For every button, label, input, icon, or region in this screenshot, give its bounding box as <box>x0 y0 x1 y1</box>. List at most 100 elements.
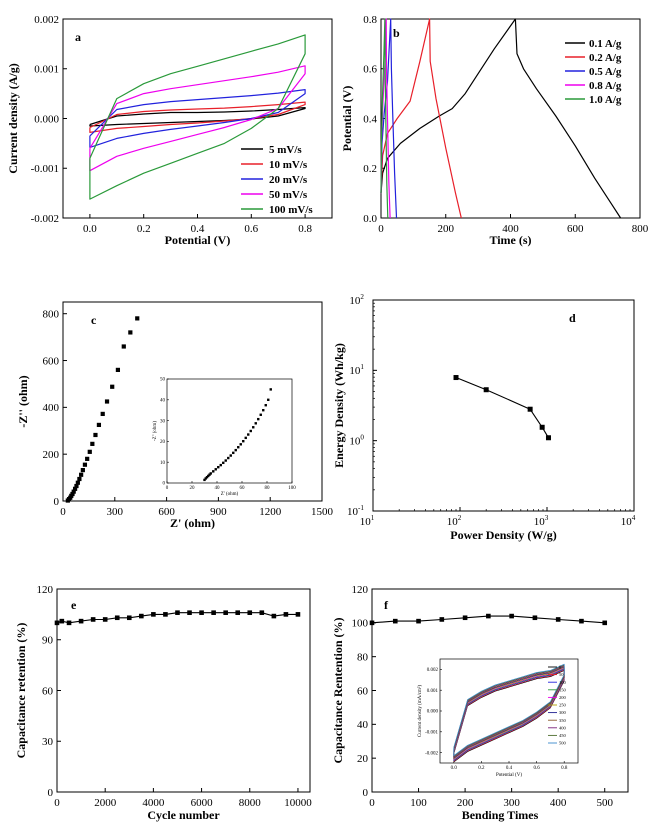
inset-point <box>249 429 252 433</box>
y-tick-label: 120 <box>37 584 54 596</box>
y-tick-label: 0.002 <box>34 14 59 26</box>
nyquist-point <box>72 486 78 491</box>
inset-point <box>257 417 260 421</box>
bending-point <box>416 618 421 624</box>
x-tick-exponent: 3 <box>545 514 549 522</box>
inset-point <box>269 388 272 391</box>
x-tick-label: 0.4 <box>191 223 205 235</box>
y-tick-label: 800 <box>43 309 60 321</box>
inset-frame <box>439 658 579 764</box>
y-axis-title: Capacitance Rentention (%) <box>331 618 345 764</box>
x-axis-title: Bending Times <box>462 808 539 822</box>
x-tick-exponent: 4 <box>632 514 636 522</box>
legend-label: 0.8 A/g <box>589 80 622 92</box>
y-axis-title: Current density (A/g) <box>6 63 20 173</box>
inset-x-tick-label: 100 <box>288 486 296 491</box>
inset-x-title: Z' (ohm) <box>221 492 239 497</box>
retention-point <box>139 613 144 619</box>
inset-legend-label: 150 <box>559 687 567 692</box>
retention-point <box>175 610 180 615</box>
retention-point <box>259 610 265 615</box>
cv-curve <box>89 101 306 133</box>
inset-point <box>204 477 207 480</box>
retention-point <box>247 610 253 615</box>
inset-legend-label: 50 <box>559 672 564 677</box>
nyquist-point <box>115 367 121 372</box>
bending-point <box>369 620 375 626</box>
y-tick-label: 60 <box>42 685 54 697</box>
panel-label: d <box>569 311 576 325</box>
x-tick-label: 8000 <box>239 797 262 809</box>
inset-x-tick-label: 0.8 <box>561 766 568 771</box>
x-axis-title: Potential (V) <box>165 233 231 247</box>
y-tick-label: 60 <box>357 685 369 697</box>
x-tick-label: 400 <box>550 797 567 809</box>
x-axis-title: Z' (ohm) <box>170 516 215 530</box>
retention-point <box>54 620 60 626</box>
y-tick-exponent: 1 <box>360 363 364 371</box>
inset-point <box>207 474 210 478</box>
inset-x-tick-label: 0.0 <box>451 766 458 771</box>
y-tick-label: 0 <box>48 787 54 799</box>
y-tick-label: 0.000 <box>34 113 59 125</box>
inset-legend-label: 500 <box>559 741 567 746</box>
inset-x-tick-label: 0.2 <box>478 766 485 771</box>
y-tick-label: 30 <box>42 736 54 748</box>
inset-point <box>232 451 235 455</box>
y-tick-label: 80 <box>357 652 369 664</box>
y-tick-label: 0 <box>54 496 60 508</box>
y-tick-label: 0 <box>363 787 369 799</box>
x-tick-label: 1500 <box>311 506 334 518</box>
retention-point <box>295 612 301 617</box>
inset-legend-label: 400 <box>559 725 567 730</box>
y-tick-label: 40 <box>357 719 369 731</box>
x-tick-label: 100 <box>410 797 427 809</box>
inset-y-tick-label: -0.002 <box>425 751 438 756</box>
x-tick-label: 0 <box>369 797 375 809</box>
inset-point <box>237 446 240 449</box>
bending-point <box>462 615 468 621</box>
x-tick-label: 102 <box>447 514 462 528</box>
x-tick-label: 0.6 <box>244 223 258 235</box>
panel-label: a <box>75 30 81 44</box>
retention-point <box>102 617 108 622</box>
nyquist-point <box>110 384 115 389</box>
nyquist-point <box>70 491 75 497</box>
retention-point <box>59 618 65 624</box>
nyquist-point <box>121 344 126 349</box>
inset-point <box>259 413 262 416</box>
inset-point <box>214 468 217 471</box>
x-tick-label: 0 <box>54 797 60 809</box>
retention-point <box>90 617 96 622</box>
inset-x-tick-label: 60 <box>240 486 246 491</box>
y-axis-title: Potential (V) <box>340 86 354 152</box>
y-axis-title: -Z'' (ohm) <box>16 375 30 427</box>
inset-point <box>224 459 227 462</box>
plot-frame <box>372 299 635 512</box>
ragone-line <box>455 376 549 439</box>
nyquist-point <box>85 456 90 461</box>
inset-point <box>234 448 237 452</box>
inset-y-tick-label: 0.000 <box>427 710 439 715</box>
x-tick-label: 900 <box>210 506 227 518</box>
x-tick-label: 104 <box>621 514 636 528</box>
inset-cv-curve <box>453 663 565 757</box>
legend-label: 0.5 A/g <box>589 66 622 78</box>
inset-point <box>222 461 225 465</box>
nyquist-point <box>93 432 98 438</box>
bending-point <box>392 618 398 624</box>
retention-line <box>56 612 298 624</box>
retention-point <box>283 612 289 617</box>
inset-legend-label: 350 <box>559 718 567 723</box>
y-tick-label: -0.001 <box>31 163 59 175</box>
inset-x-tick-label: 80 <box>265 486 271 491</box>
legend-label: 100 mV/s <box>269 204 313 216</box>
bending-point <box>532 615 538 621</box>
y-tick-exponent: -1 <box>358 504 364 512</box>
legend-label: 1.0 A/g <box>589 94 622 106</box>
inset-point <box>244 436 247 440</box>
x-tick-label: 300 <box>503 797 520 809</box>
x-tick-label: 1200 <box>259 506 282 518</box>
